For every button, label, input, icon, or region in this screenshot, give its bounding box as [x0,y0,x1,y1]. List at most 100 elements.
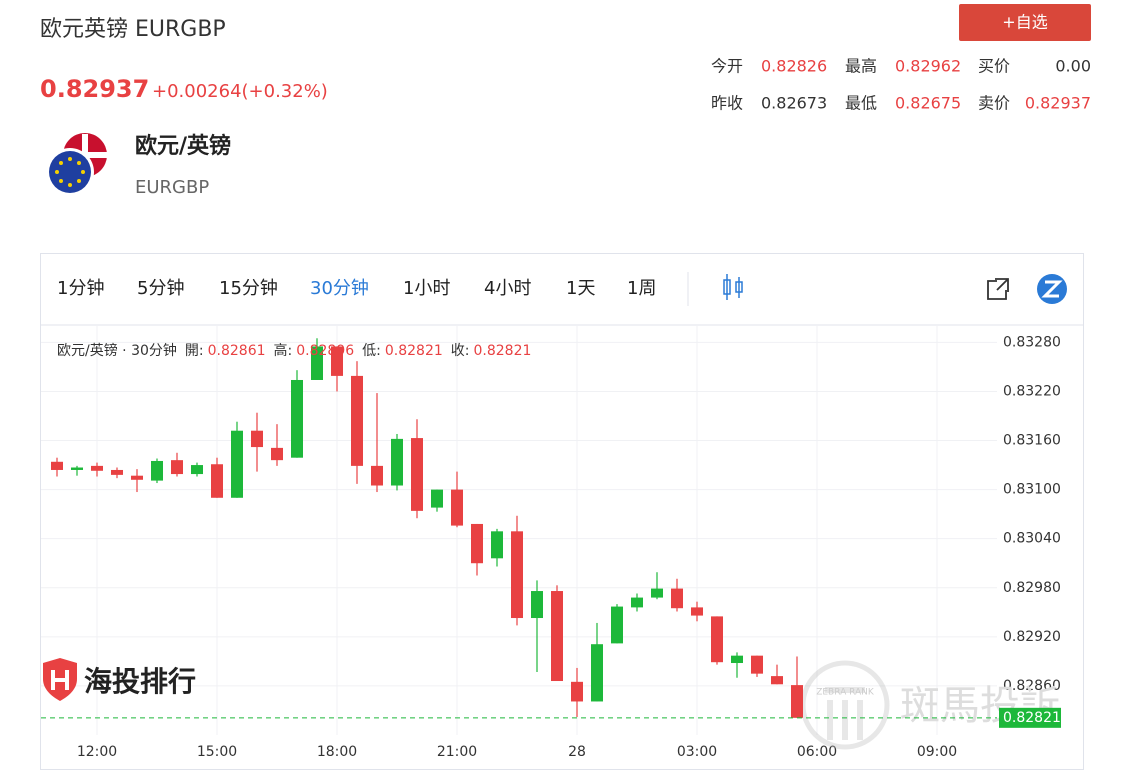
candle-body [751,655,763,674]
y-tick-label: 0.83100 [1003,482,1061,498]
candle-body [551,591,563,682]
candle-body [731,655,743,664]
candle-body [651,588,663,598]
y-tick-label: 0.83160 [1003,433,1061,449]
legend-symbol: 欧元/英镑 · 30分钟 [57,342,177,359]
popout-icon[interactable] [987,278,1009,300]
stat-label: 买价 [978,57,1010,76]
watermark-left-icon [43,658,77,701]
candle-body [711,616,723,663]
candle-body [631,597,643,608]
candle-body [351,375,363,466]
candle-body [291,379,303,458]
candle-body [431,489,443,508]
y-tick-label: 0.82980 [1003,580,1061,596]
y-tick-label: 0.83280 [1003,334,1061,350]
candle-body [471,523,483,564]
candle-body [531,591,543,619]
candle-body [451,489,463,526]
candle-body [371,465,383,486]
stat-value: 0.82962 [895,57,961,76]
candle-body [151,460,163,481]
watch-button[interactable] [959,4,1091,41]
interval-tab[interactable]: 1分钟 [57,278,104,299]
candle-body [131,475,143,480]
candle-body [71,467,83,470]
ohlc-legend: 欧元/英镑 · 30分钟 開: 0.82861 高: 0.82896 低: 0.82821 收… [57,342,531,359]
symbol-code: EURGBP [135,177,209,198]
legend-value: 0.82896 [296,343,354,359]
candle-body [231,430,243,498]
candle-body [271,447,283,461]
candle-body [511,531,523,619]
last-price-label: 0.82821 [1003,710,1061,726]
candle-body [331,346,343,376]
interval-tab[interactable]: 4小时 [484,278,531,299]
price-change: +0.00264(+0.32%) [152,81,328,102]
stat-value: 0.82826 [761,57,827,76]
x-tick-label: 12:00 [77,744,117,760]
legend-value: 0.82821 [385,343,443,359]
candle-body [51,461,63,470]
candle-body [791,685,803,718]
interval-tab[interactable]: 5分钟 [137,278,184,299]
candle-body [251,430,263,448]
last-price-box [999,707,1061,728]
symbol-name: 欧元/英镑 [135,133,231,159]
legend-label: 收: [451,343,470,359]
candle-body [691,607,703,616]
x-tick-label: 21:00 [437,744,477,760]
price: 0.82937 [40,75,149,103]
legend-label: 低: [362,343,381,359]
candle-body [311,346,323,380]
interval-tab[interactable]: 30分钟 [310,278,369,299]
y-tick-label: 0.82860 [1003,678,1061,694]
watermark-badge: ZEBRA RANK [816,688,875,698]
interval-tab[interactable]: 15分钟 [219,278,278,299]
watermark-right-icon [800,660,890,750]
x-tick-label: 06:00 [797,744,837,760]
flag-icon [46,133,107,196]
stat-value: 0.00 [1055,57,1091,76]
x-tick-label: 03:00 [677,744,717,760]
watermark-left: 海投排行 [84,665,196,698]
candle-body [611,606,623,644]
chart-type-icon[interactable] [723,274,743,300]
brand-icon[interactable] [1037,274,1067,304]
stat-value: 0.82673 [761,94,827,113]
y-tick-label: 0.83220 [1003,383,1061,399]
interval-tab[interactable]: 1周 [627,278,656,299]
legend-value: 0.82861 [208,343,266,359]
candle-body [211,464,223,498]
candle-body [671,588,683,609]
stat-label: 最低 [845,94,877,113]
watch-button-label[interactable]: +自选 [1002,13,1047,32]
candle-body [171,460,183,475]
x-tick-label: 15:00 [197,744,237,760]
stat-label: 卖价 [978,94,1010,113]
stat-label: 最高 [845,57,877,76]
y-tick-label: 0.83040 [1003,531,1061,547]
candle-body [391,438,403,486]
candle-body [571,681,583,702]
candle-body [491,531,503,559]
interval-tab[interactable]: 1小时 [403,278,450,299]
legend-value: 0.82821 [473,343,531,359]
candle-body [91,465,103,471]
stat-value: 0.82675 [895,94,961,113]
stat-label: 今开 [711,57,743,76]
stat-value: 0.82937 [1025,94,1091,113]
legend-label: 高: [274,342,293,359]
candle-body [591,644,603,702]
title: 欧元英镑 EURGBP [40,17,226,42]
x-tick-label: 28 [568,744,586,760]
interval-tab[interactable]: 1天 [566,278,595,299]
y-tick-label: 0.82920 [1003,629,1061,645]
candle-body [771,676,783,685]
candle-body [111,469,123,475]
candle-body [411,438,423,511]
stat-label: 昨收 [711,94,743,113]
x-tick-label: 09:00 [917,744,957,760]
